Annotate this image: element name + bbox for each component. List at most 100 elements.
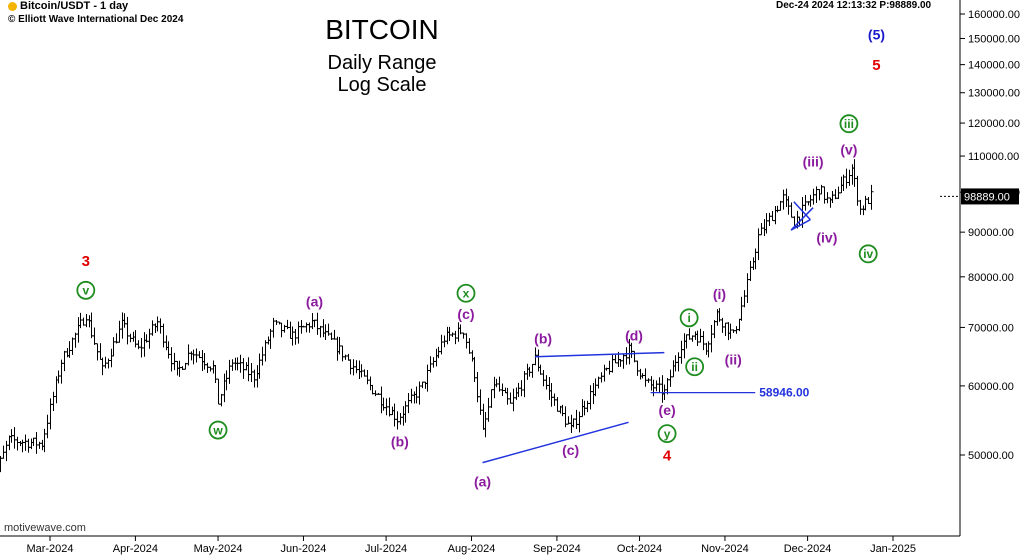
price-bar [737, 318, 742, 332]
price-bar [508, 392, 513, 404]
wave-label: (5) [868, 27, 885, 43]
price-bar [98, 343, 103, 360]
wave-label: (a) [474, 474, 491, 490]
price-bar [420, 381, 425, 389]
last-price-marker: 98889.00 [940, 188, 1019, 205]
price-bar [461, 332, 466, 339]
price-bar [505, 387, 510, 405]
price-bar [109, 348, 114, 368]
wave-label: (ii) [725, 352, 742, 368]
wave-label-text: (i) [713, 286, 726, 302]
price-bar [381, 397, 386, 411]
price-bar [701, 331, 706, 351]
price-bar [671, 360, 676, 378]
wave-label-text: (iv) [816, 229, 837, 245]
price-bar [687, 328, 692, 340]
wave-label: 5 [872, 57, 880, 74]
price-bar [569, 414, 574, 434]
wave-label-text: v [82, 284, 89, 298]
price-bar [742, 290, 747, 308]
price-bar [657, 377, 662, 394]
price-bar [635, 360, 640, 376]
price-bar [679, 340, 684, 364]
price-bar [161, 323, 166, 348]
price-bar [293, 328, 298, 345]
price-bar [202, 352, 207, 370]
wave-label-text: (a) [474, 474, 491, 490]
price-bar [591, 382, 596, 405]
price-bar [31, 437, 36, 446]
price-bar [723, 322, 728, 336]
x-tick-label: Jun-2024 [281, 543, 327, 555]
wave-label-text: i [687, 311, 690, 325]
wave-label: (iv) [816, 229, 837, 245]
price-bar [84, 314, 89, 328]
price-bar [136, 340, 141, 350]
price-bar [654, 380, 659, 392]
watermark: motivewave.com [4, 522, 86, 534]
wave-label: (c) [562, 442, 579, 458]
price-bar [12, 427, 17, 449]
price-bar [847, 169, 852, 186]
price-bar [649, 376, 654, 391]
price-bar [748, 260, 753, 281]
price-bar [318, 325, 323, 338]
price-bar [770, 210, 775, 222]
price-bar [693, 331, 698, 340]
price-bar [260, 346, 265, 366]
y-tick-label: 70000.00 [968, 322, 1014, 334]
price-bar [354, 360, 359, 374]
y-tick-label: 140000.00 [968, 60, 1020, 72]
price-bar [489, 389, 494, 408]
wave-label: iv [858, 244, 878, 264]
x-tick-label: Sep-2024 [533, 543, 581, 555]
price-bar [450, 332, 455, 337]
wave-label-circle [456, 283, 476, 303]
wave-label-text: 3 [82, 253, 90, 270]
x-tick-label: Oct-2024 [617, 543, 662, 555]
wave-label-circle [657, 424, 677, 444]
price-bar [200, 349, 205, 371]
price-bar [340, 345, 345, 362]
price-bar [673, 355, 678, 372]
price-bar [186, 344, 191, 366]
price-bar [409, 388, 414, 404]
price-bar [296, 321, 301, 344]
price-bar [51, 391, 56, 411]
y-tick-label: 90000.00 [968, 227, 1014, 239]
wave-label-text: 5 [872, 57, 880, 74]
wave-label: w [208, 420, 228, 440]
y-tick-label: 60000.00 [968, 381, 1014, 393]
price-bar [858, 199, 863, 215]
price-bar [643, 368, 648, 387]
price-bar [312, 319, 317, 328]
price-bar [125, 316, 130, 345]
price-bar [23, 434, 28, 451]
wave-label-text: (v) [840, 141, 857, 157]
price-bar [844, 168, 849, 189]
price-bar [45, 414, 50, 439]
price-bar [42, 428, 47, 453]
price-bar [103, 356, 108, 369]
wave-label-text: (c) [562, 442, 579, 458]
price-bar [464, 333, 469, 349]
wave-label: (v) [840, 141, 857, 157]
wave-label: (b) [534, 330, 552, 346]
price-bar [684, 334, 689, 349]
price-bar [753, 248, 758, 270]
price-bar [87, 315, 92, 328]
price-bar [417, 381, 422, 405]
wave-label-text: (5) [868, 27, 885, 43]
x-tick-label: Mar-2024 [26, 543, 73, 555]
wave-label: (iii) [803, 153, 824, 169]
price-bar [249, 362, 254, 383]
price-bar [739, 296, 744, 321]
price-bar [227, 359, 232, 384]
price-bar [475, 372, 480, 403]
price-bar [395, 411, 400, 430]
price-bar [120, 312, 125, 339]
price-bar [447, 326, 452, 341]
price-bar [764, 213, 769, 234]
price-bar [439, 334, 444, 355]
